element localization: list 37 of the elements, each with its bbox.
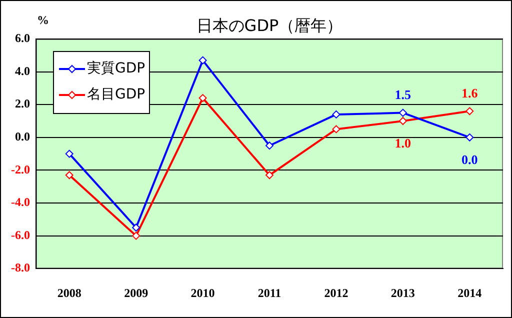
- y-tick-label: -4.0: [10, 195, 30, 210]
- point: [266, 171, 274, 180]
- data-label: 1.6: [462, 86, 478, 101]
- x-tick-label: 2009: [124, 286, 148, 300]
- x-tick-label: 2014: [458, 286, 482, 300]
- y-tick-label: -6.0: [10, 228, 30, 242]
- data-label: 1.5: [394, 87, 412, 102]
- y-axis-title: %: [37, 13, 49, 28]
- data-label: 0.0: [462, 152, 478, 167]
- y-tick-label: 2.0: [14, 96, 30, 111]
- legend-label: 名目GDP: [86, 86, 146, 103]
- legend-label: 実質GDP: [86, 60, 146, 77]
- y-tick-label: 4.0: [14, 64, 30, 78]
- x-tick-label: 2011: [258, 286, 282, 300]
- x-tick-label: 2010: [190, 286, 215, 300]
- point: [466, 133, 474, 142]
- point: [65, 150, 74, 158]
- point: [332, 125, 340, 134]
- point: [266, 142, 274, 150]
- y-tick-label: 0.0: [14, 129, 30, 144]
- point: [466, 107, 474, 116]
- x-tick-label: 2008: [57, 286, 82, 300]
- point: [132, 224, 140, 232]
- y-tick-label: -2.0: [10, 162, 30, 176]
- point: [198, 94, 207, 102]
- point: [398, 108, 407, 117]
- chart-title: 日本のGDP（暦年）: [196, 16, 343, 36]
- point: [65, 171, 74, 180]
- y-tick-label: -8.0: [10, 260, 30, 275]
- x-tick-label: 2013: [390, 286, 415, 300]
- x-tick-label: 2012: [324, 286, 348, 300]
- y-tick-label: 6.0: [14, 31, 30, 46]
- point: [198, 56, 207, 64]
- data-label: 1.0: [394, 135, 412, 150]
- point: [132, 232, 140, 240]
- point: [332, 110, 340, 118]
- point: [398, 117, 407, 125]
